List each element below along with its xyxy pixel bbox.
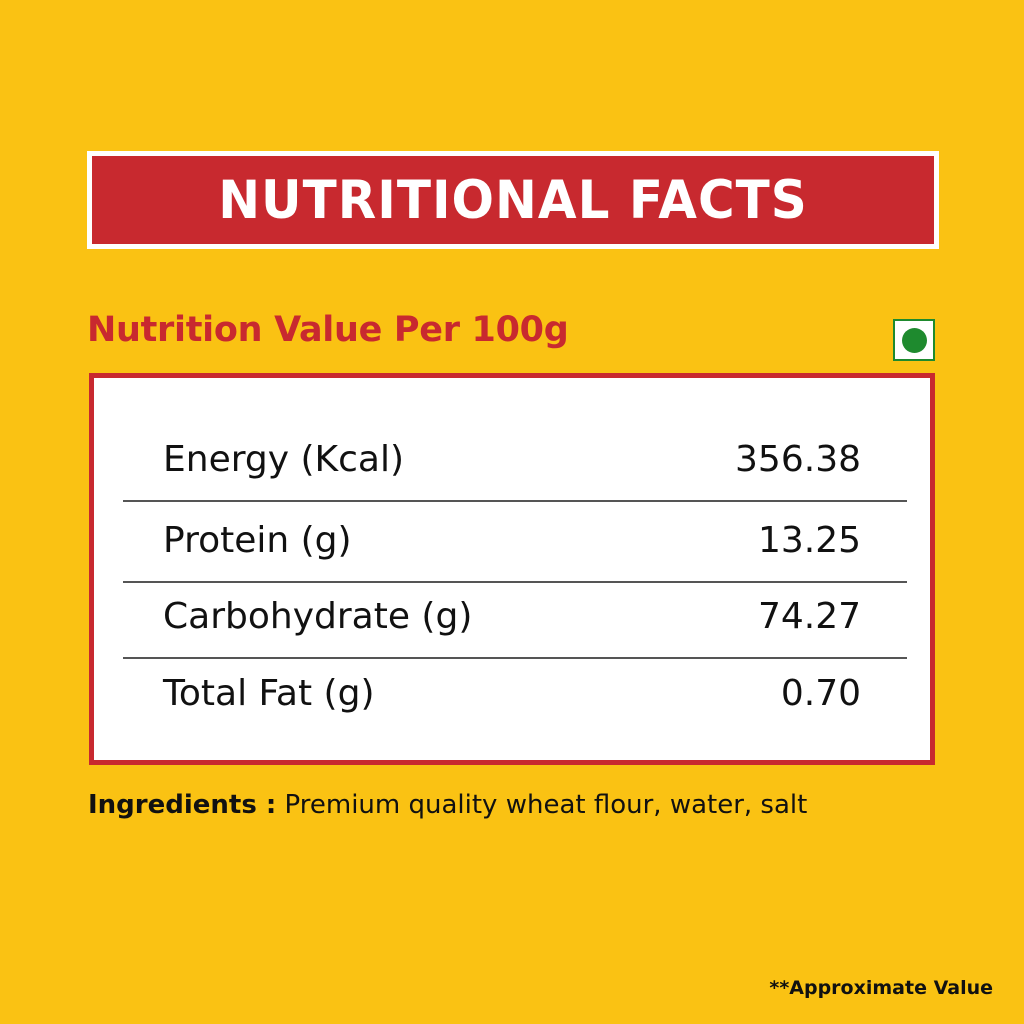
table-row-total-fat: Total Fat (g) 0.70 [123,655,907,732]
ingredients-line: Ingredients : Premium quality wheat flou… [88,790,807,820]
row-label: Carbohydrate (g) [163,596,473,637]
table-row-carbohydrate: Carbohydrate (g) 74.27 [123,578,907,655]
row-divider [123,657,907,659]
title-banner: NUTRITIONAL FACTS [87,151,939,249]
row-value: 0.70 [780,673,861,714]
approximate-value-note: **Approximate Value [769,977,993,999]
row-label: Total Fat (g) [163,673,375,714]
row-value: 74.27 [757,596,861,637]
table-row-energy: Energy (Kcal) 356.38 [123,421,907,498]
nutrition-table: Energy (Kcal) 356.38 Protein (g) 13.25 C… [89,373,935,765]
ingredients-text: Premium quality wheat flour, water, salt [284,790,808,820]
table-row-protein: Protein (g) 13.25 [123,502,907,579]
row-value: 13.25 [757,520,861,561]
page-title: NUTRITIONAL FACTS [218,169,808,231]
veg-dot-icon [901,327,927,353]
ingredients-label: Ingredients : [88,790,277,820]
row-divider [123,500,907,502]
row-value: 356.38 [735,439,861,480]
row-divider [123,581,907,583]
row-label: Protein (g) [163,520,352,561]
nutrition-subtitle: Nutrition Value Per 100g [87,310,569,350]
row-label: Energy (Kcal) [163,439,405,480]
veg-symbol-icon [893,319,935,361]
